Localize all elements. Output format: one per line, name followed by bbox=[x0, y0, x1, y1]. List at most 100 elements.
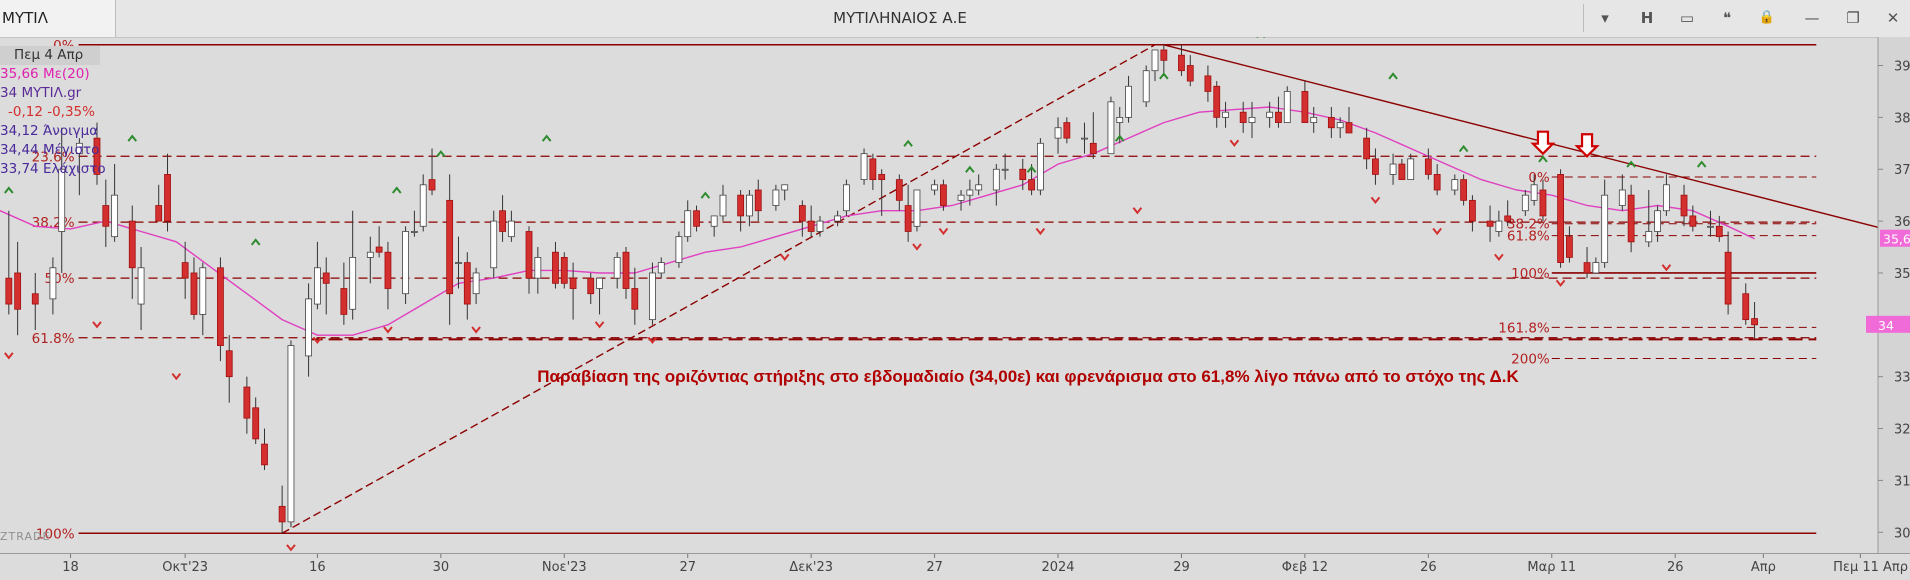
candle-body bbox=[464, 263, 470, 304]
candle-body bbox=[561, 257, 567, 283]
candle-body bbox=[1716, 226, 1722, 236]
date-tick-label: Φεβ 12 bbox=[1282, 560, 1328, 575]
date-tick-label: Μαρ 11 bbox=[1527, 560, 1576, 575]
down-signal-marker bbox=[1557, 280, 1565, 285]
ma-price-tag-label: 35,66 bbox=[1883, 232, 1910, 247]
candle-body bbox=[1143, 71, 1149, 102]
candle-body bbox=[1187, 66, 1193, 82]
h-button[interactable]: H bbox=[1632, 6, 1662, 30]
candle-body bbox=[738, 195, 744, 216]
date-tick-label: Απρ bbox=[1751, 560, 1776, 575]
lock-icon[interactable]: 🔒 bbox=[1752, 6, 1782, 30]
candle-body bbox=[976, 185, 982, 190]
down-arrow-annotation bbox=[1577, 134, 1597, 156]
candle-body bbox=[1707, 226, 1713, 227]
candle-body bbox=[694, 211, 700, 227]
minimize-icon[interactable]: — bbox=[1797, 6, 1827, 30]
quote-icon[interactable]: ❝ bbox=[1712, 6, 1742, 30]
candle-body bbox=[632, 289, 638, 310]
candle-body bbox=[614, 257, 620, 278]
up-signal-marker bbox=[128, 136, 136, 141]
trendline bbox=[1164, 45, 1878, 228]
candle-body bbox=[1275, 112, 1281, 122]
candle-body bbox=[711, 216, 717, 226]
candle-body bbox=[1690, 216, 1696, 226]
down-signal-marker bbox=[939, 228, 947, 233]
date-tick-label: 26 bbox=[1420, 560, 1437, 575]
price-tick-label: 32 bbox=[1894, 423, 1910, 438]
candle-body bbox=[535, 257, 541, 278]
candle-body bbox=[1081, 138, 1087, 139]
candle-body bbox=[1214, 86, 1220, 117]
candle-body bbox=[156, 206, 162, 222]
price-tick-label: 35 bbox=[1894, 267, 1910, 282]
price-tick-label: 31 bbox=[1894, 474, 1910, 489]
candle-body bbox=[1452, 180, 1458, 190]
candle-body bbox=[1205, 76, 1211, 92]
candle-body bbox=[1002, 169, 1008, 170]
info-ma: 35,66 Με(20) bbox=[0, 65, 100, 84]
candle-body bbox=[385, 252, 391, 288]
down-signal-marker bbox=[5, 353, 13, 358]
price-axis: 3031323334353637383935,6634 bbox=[1866, 37, 1910, 553]
candle-body bbox=[1126, 86, 1132, 117]
candle-body bbox=[879, 174, 885, 179]
down-signal-marker bbox=[1433, 228, 1441, 233]
candle-body bbox=[1249, 117, 1255, 122]
candle-body bbox=[508, 221, 514, 237]
candle-body bbox=[940, 185, 946, 206]
candle-body bbox=[1337, 123, 1343, 128]
price-tick-label: 30 bbox=[1894, 526, 1910, 541]
candle-body bbox=[843, 185, 849, 211]
candle-body bbox=[1681, 195, 1687, 216]
down-signal-marker bbox=[1036, 228, 1044, 233]
candle-body bbox=[376, 247, 382, 252]
candle-body bbox=[896, 180, 902, 201]
candle-body bbox=[1346, 123, 1352, 133]
close-icon[interactable]: ✕ bbox=[1878, 6, 1908, 30]
restore-icon[interactable]: ❐ bbox=[1838, 6, 1868, 30]
candle-body bbox=[1311, 117, 1317, 122]
candle-body bbox=[835, 216, 841, 221]
date-tick-label: Νοε'23 bbox=[542, 560, 587, 575]
candle-body bbox=[1461, 180, 1467, 201]
candle-body bbox=[1531, 185, 1537, 201]
date-tick-label: 30 bbox=[433, 560, 450, 575]
down-signal-marker bbox=[781, 254, 789, 259]
down-signal-marker bbox=[472, 327, 480, 332]
date-tick-label: 16 bbox=[309, 560, 326, 575]
candle-body bbox=[447, 200, 453, 293]
candle-body bbox=[1020, 169, 1026, 179]
candle-body bbox=[1628, 195, 1634, 242]
up-signal-marker bbox=[252, 240, 260, 245]
panel-icon[interactable]: ▭ bbox=[1672, 6, 1702, 30]
info-price: 34 ΜΥΤΙΛ.gr bbox=[0, 84, 100, 103]
candle-body bbox=[1646, 231, 1652, 241]
date-tick-label: 27 bbox=[926, 560, 943, 575]
candle-body bbox=[597, 278, 603, 288]
up-signal-marker bbox=[701, 193, 709, 198]
candle-body bbox=[755, 190, 761, 211]
candle-body bbox=[1425, 159, 1431, 175]
down-arrow-annotation bbox=[1533, 132, 1553, 154]
candle-body bbox=[1108, 102, 1114, 154]
up-signal-marker bbox=[904, 141, 912, 146]
symbol-tab[interactable]: ΜΥΤΙΛ bbox=[0, 0, 116, 37]
candle-body bbox=[403, 231, 409, 293]
up-signal-marker bbox=[1539, 157, 1547, 162]
date-tick-label: Δεκ'23 bbox=[789, 560, 833, 575]
candle-body bbox=[262, 444, 268, 465]
down-signal-marker bbox=[93, 322, 101, 327]
info-change: -0,12 -0,35% bbox=[0, 103, 100, 122]
candle-body bbox=[1328, 117, 1334, 127]
candle-body bbox=[1390, 164, 1396, 174]
candle-body bbox=[253, 408, 259, 439]
price-chart[interactable]: 0%23.6%38.2%50%61.8%100%0%38.2%61.8%100%… bbox=[0, 37, 1910, 575]
candle-body bbox=[658, 263, 664, 273]
candle-body bbox=[367, 252, 373, 257]
date-tick-label: 2024 bbox=[1041, 560, 1074, 575]
up-signal-marker bbox=[543, 136, 551, 141]
dropdown-chevron-icon[interactable]: ▾ bbox=[1590, 6, 1620, 30]
candle-body bbox=[112, 195, 118, 236]
candle-body bbox=[226, 351, 232, 377]
